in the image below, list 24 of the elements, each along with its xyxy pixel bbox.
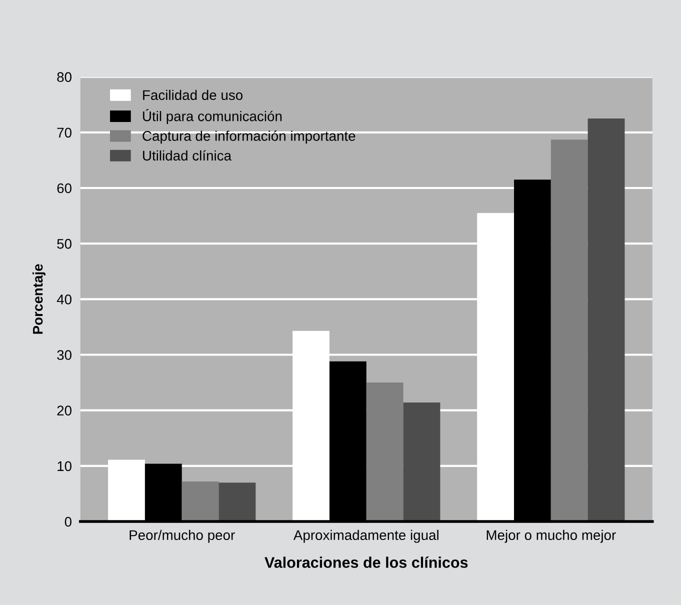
y-tick-label: 0 [64,516,72,527]
y-tick-label: 70 [57,128,72,138]
bar [366,382,404,522]
y-tick-label: 80 [57,72,72,82]
y-tick-label: 30 [57,350,72,360]
legend-label: Utilidad clínica [143,150,232,161]
x-tick-label: Mejor o mucho mejor [486,530,616,543]
y-tick-label: 20 [57,406,72,416]
x-tick-label: Aproximadamente igual [293,530,438,543]
legend-label: Útil para comunicación [143,109,282,124]
y-tick-label: 50 [57,238,72,249]
bar [588,118,625,522]
bar [182,481,219,522]
y-tick-label: 40 [56,294,72,304]
bar [550,140,588,522]
legend-label: Facilidad de uso [143,90,243,100]
y-axis-title: Porcentaje [32,264,46,334]
y-tick-label: 10 [58,461,72,472]
x-tick-label: Peor/mucho peor [130,530,235,543]
bar [218,482,256,522]
bar [403,402,440,522]
y-tick-label: 60 [57,183,72,194]
x-axis-title: Valoraciones de los clínicos [264,556,468,568]
legend-label: Captura de información importante [142,130,356,144]
